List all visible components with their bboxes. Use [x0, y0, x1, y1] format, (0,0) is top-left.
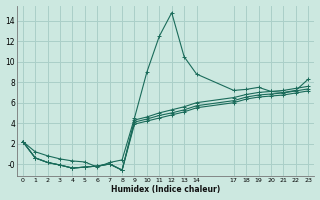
X-axis label: Humidex (Indice chaleur): Humidex (Indice chaleur) [111, 185, 220, 194]
